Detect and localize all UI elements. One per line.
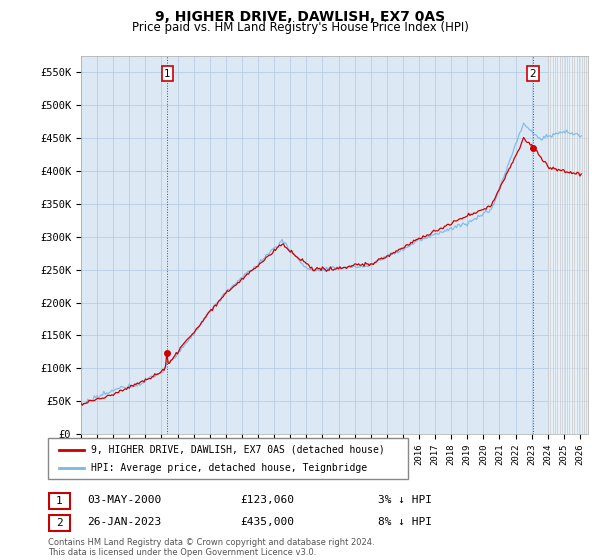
Text: £435,000: £435,000 [240, 517, 294, 527]
Text: £123,060: £123,060 [240, 494, 294, 505]
Text: 1: 1 [56, 496, 63, 506]
Text: 1: 1 [164, 69, 171, 79]
Bar [548, 56, 596, 434]
Text: HPI: Average price, detached house, Teignbridge: HPI: Average price, detached house, Teig… [91, 463, 367, 473]
Text: 2: 2 [56, 518, 63, 528]
Text: 3% ↓ HPI: 3% ↓ HPI [378, 494, 432, 505]
Text: 2: 2 [529, 69, 536, 79]
Text: 9, HIGHER DRIVE, DAWLISH, EX7 0AS: 9, HIGHER DRIVE, DAWLISH, EX7 0AS [155, 10, 445, 24]
Text: 8% ↓ HPI: 8% ↓ HPI [378, 517, 432, 527]
Text: Price paid vs. HM Land Registry's House Price Index (HPI): Price paid vs. HM Land Registry's House … [131, 21, 469, 34]
Text: 26-JAN-2023: 26-JAN-2023 [87, 517, 161, 527]
Text: Contains HM Land Registry data © Crown copyright and database right 2024.
This d: Contains HM Land Registry data © Crown c… [48, 538, 374, 557]
Text: 9, HIGHER DRIVE, DAWLISH, EX7 0AS (detached house): 9, HIGHER DRIVE, DAWLISH, EX7 0AS (detac… [91, 445, 385, 455]
FancyBboxPatch shape [49, 515, 70, 531]
Text: 03-MAY-2000: 03-MAY-2000 [87, 494, 161, 505]
FancyBboxPatch shape [49, 493, 70, 508]
FancyBboxPatch shape [48, 438, 408, 479]
